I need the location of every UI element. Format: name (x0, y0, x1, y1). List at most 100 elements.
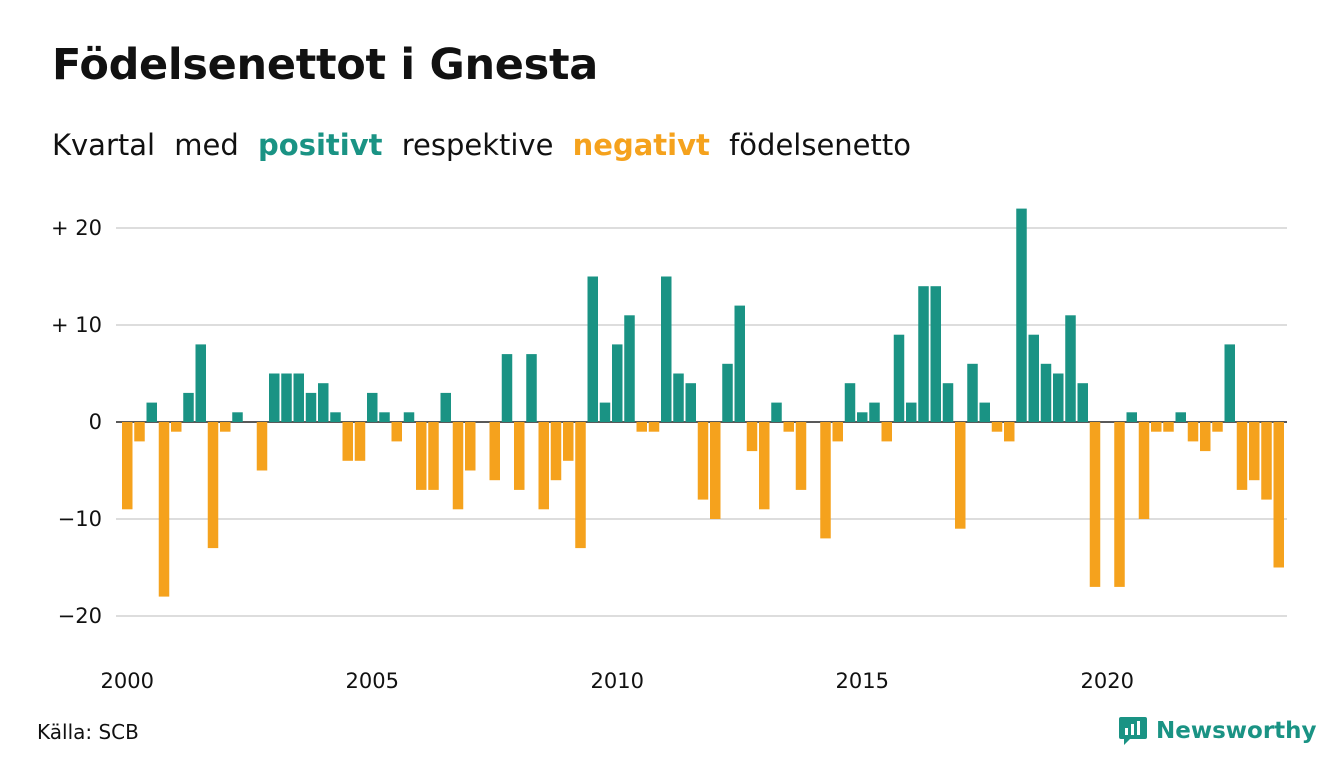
bar-positive (1126, 412, 1137, 422)
bar-negative (795, 422, 807, 490)
bar-negative (1138, 422, 1150, 519)
chart-title: Födelsenettot i Gnesta (52, 40, 598, 90)
bar-negative (416, 422, 427, 490)
bar-positive (403, 412, 415, 422)
bar-positive (893, 334, 905, 422)
bar-negative (391, 422, 402, 442)
bar-negative (697, 422, 709, 500)
bar-positive (440, 392, 451, 422)
bar-positive (293, 373, 304, 422)
bar-positive (281, 373, 292, 422)
bar-negative (1212, 422, 1223, 432)
bar-positive (979, 402, 990, 422)
x-tick-label: 2020 (1081, 669, 1134, 693)
y-tick-label: + 20 (51, 216, 102, 240)
bar-positive (673, 373, 684, 422)
source-note: Källa: SCB (37, 720, 139, 744)
x-tick-label: 2010 (591, 669, 644, 693)
bar-positive (367, 392, 378, 422)
bar-positive (612, 344, 623, 422)
bar-positive (146, 402, 157, 422)
bar-negative (575, 422, 586, 549)
bar-positive (930, 286, 941, 422)
subtitle-negative-label: negativt (572, 128, 710, 162)
bar-positive (771, 402, 782, 422)
bar-chart: + 20 + 10 0 −10 −20 2000 2005 2010 2015 2020 (51, 208, 1287, 693)
bar-negative (648, 422, 660, 432)
bar-negative (563, 422, 574, 461)
bar-negative (746, 422, 758, 452)
y-tick-label: + 10 (51, 313, 102, 337)
bar-positive (526, 354, 537, 422)
bar-positive (1053, 373, 1064, 422)
bar-negative (342, 422, 353, 461)
subtitle-part-3: respektive (401, 128, 554, 162)
newsworthy-logo-icon (1119, 717, 1147, 745)
bar-negative (220, 422, 231, 432)
bar-negative (1187, 422, 1199, 442)
bar-negative (1236, 422, 1248, 490)
bar-negative (538, 422, 549, 510)
bar-positive (599, 402, 611, 422)
bar-negative (465, 422, 476, 471)
bar-negative (452, 422, 464, 510)
bar-positive (906, 402, 917, 422)
bar-negative (489, 422, 500, 481)
subtitle-part-1: Kvartal (52, 128, 156, 162)
bar-negative (122, 422, 133, 510)
bar-positive (844, 383, 856, 422)
bar-positive (1224, 344, 1235, 422)
bar-negative (158, 422, 170, 597)
bars (122, 208, 1284, 597)
bar-negative (207, 422, 219, 549)
bar-positive (1077, 383, 1088, 422)
y-tick-label: −10 (58, 507, 102, 531)
bar-positive (685, 383, 696, 422)
bar-positive (330, 412, 341, 422)
subtitle-part-4: födelsenetto (729, 128, 911, 162)
bar-positive (1016, 208, 1027, 422)
bar-positive (183, 392, 194, 422)
bar-negative (759, 422, 770, 510)
bar-positive (967, 363, 978, 422)
bar-positive (722, 363, 733, 422)
bar-negative (1089, 422, 1101, 587)
bar-negative (428, 422, 439, 490)
bar-negative (881, 422, 892, 442)
bar-negative (171, 422, 182, 432)
bar-positive (379, 412, 390, 422)
brand-name: Newsworthy (1156, 718, 1317, 744)
x-tick-label: 2000 (101, 669, 154, 693)
subtitle-part-2: med (174, 128, 239, 162)
bar-negative (1249, 422, 1260, 481)
bar-positive (232, 412, 243, 422)
bar-negative (256, 422, 268, 471)
bar-negative (550, 422, 562, 481)
y-axis-labels: + 20 + 10 0 −10 −20 (51, 216, 102, 628)
bar-positive (624, 315, 635, 422)
bar-positive (734, 305, 745, 422)
bar-negative (1261, 422, 1272, 500)
bar-negative (991, 422, 1003, 432)
bar-positive (587, 276, 598, 422)
x-axis-labels: 2000 2005 2010 2015 2020 (101, 669, 1134, 693)
x-tick-label: 2015 (836, 669, 889, 693)
bar-positive (1028, 334, 1039, 422)
bar-negative (1163, 422, 1174, 432)
bar-negative (783, 422, 794, 432)
bar-positive (942, 383, 954, 422)
bar-negative (134, 422, 145, 442)
bar-positive (305, 392, 317, 422)
bar-positive (195, 344, 206, 422)
bar-negative (820, 422, 831, 539)
bar-positive (501, 354, 513, 422)
y-tick-label: −20 (58, 604, 102, 628)
bar-negative (1273, 422, 1284, 568)
chart-subtitle: Kvartal med positivt respektive negativt… (52, 128, 921, 163)
bar-negative (514, 422, 525, 490)
subtitle-positive-label: positivt (258, 128, 383, 162)
bar-negative (354, 422, 366, 461)
bar-negative (1004, 422, 1015, 442)
bar-negative (636, 422, 647, 432)
y-tick-label: 0 (89, 410, 102, 434)
